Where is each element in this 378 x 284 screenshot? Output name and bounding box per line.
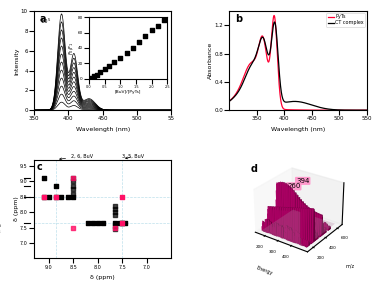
Point bbox=[70, 176, 76, 180]
Point bbox=[53, 194, 59, 199]
Point bbox=[70, 225, 76, 230]
Point bbox=[112, 227, 118, 231]
Legend: PyTs, CT complex: PyTs, CT complex bbox=[326, 13, 365, 27]
CT complex bbox=[288, 100, 292, 103]
Point bbox=[70, 187, 76, 191]
Point bbox=[65, 194, 71, 199]
Y-axis label: Absorbance: Absorbance bbox=[208, 42, 213, 80]
Point bbox=[53, 183, 59, 188]
PyTs bbox=[337, 108, 341, 112]
Point bbox=[119, 221, 125, 225]
Point bbox=[117, 221, 123, 225]
Point bbox=[41, 194, 47, 199]
Y-axis label: δ (ppm): δ (ppm) bbox=[14, 197, 19, 222]
Point bbox=[58, 194, 64, 199]
PyTs bbox=[272, 14, 276, 17]
Point bbox=[70, 179, 76, 183]
Point bbox=[70, 194, 76, 199]
Y-axis label: Intensity: Intensity bbox=[14, 47, 19, 74]
Point bbox=[119, 194, 125, 199]
Point bbox=[41, 194, 47, 199]
Point bbox=[112, 224, 118, 228]
X-axis label: δ (ppm): δ (ppm) bbox=[90, 275, 115, 280]
Text: d: d bbox=[251, 164, 257, 174]
Point bbox=[122, 221, 128, 225]
Point bbox=[100, 221, 106, 225]
Point bbox=[112, 207, 118, 211]
PyTs bbox=[364, 108, 369, 112]
Y-axis label: m/z: m/z bbox=[345, 263, 355, 268]
CT complex bbox=[337, 108, 341, 112]
Line: CT complex: CT complex bbox=[229, 22, 367, 110]
Text: c: c bbox=[37, 162, 42, 172]
Line: PyTs: PyTs bbox=[229, 16, 367, 110]
Point bbox=[41, 176, 47, 180]
CT complex bbox=[364, 108, 369, 112]
CT complex bbox=[334, 108, 339, 112]
Point bbox=[112, 225, 118, 230]
CT complex bbox=[272, 20, 277, 24]
PyTs bbox=[288, 108, 292, 112]
Text: H in
PyTs: H in PyTs bbox=[0, 224, 1, 234]
X-axis label: Wavelength (nm): Wavelength (nm) bbox=[76, 127, 130, 132]
CT complex bbox=[321, 106, 326, 110]
Text: $10^5$: $10^5$ bbox=[40, 17, 51, 26]
Point bbox=[70, 176, 76, 180]
PyTs bbox=[321, 108, 326, 112]
Point bbox=[112, 213, 118, 218]
PyTs bbox=[227, 99, 231, 103]
Point bbox=[112, 204, 118, 208]
Point bbox=[70, 191, 76, 196]
Point bbox=[85, 221, 91, 225]
Point bbox=[53, 194, 59, 199]
Point bbox=[112, 221, 118, 225]
Point bbox=[95, 221, 101, 225]
Point bbox=[112, 210, 118, 214]
Text: 2, 6, BuV: 2, 6, BuV bbox=[60, 154, 93, 160]
CT complex bbox=[241, 80, 245, 84]
CT complex bbox=[227, 100, 231, 103]
CT complex bbox=[283, 100, 287, 104]
Text: a: a bbox=[40, 14, 46, 24]
Text: b: b bbox=[235, 14, 242, 24]
PyTs bbox=[283, 108, 287, 111]
Point bbox=[119, 221, 125, 225]
Point bbox=[70, 183, 76, 188]
PyTs bbox=[334, 108, 339, 112]
X-axis label: Energy: Energy bbox=[256, 265, 274, 276]
Point bbox=[46, 194, 52, 199]
X-axis label: Wavelength (nm): Wavelength (nm) bbox=[271, 127, 325, 132]
PyTs bbox=[241, 76, 245, 80]
Point bbox=[90, 221, 96, 225]
Text: 3, 5, BuV: 3, 5, BuV bbox=[122, 154, 144, 159]
